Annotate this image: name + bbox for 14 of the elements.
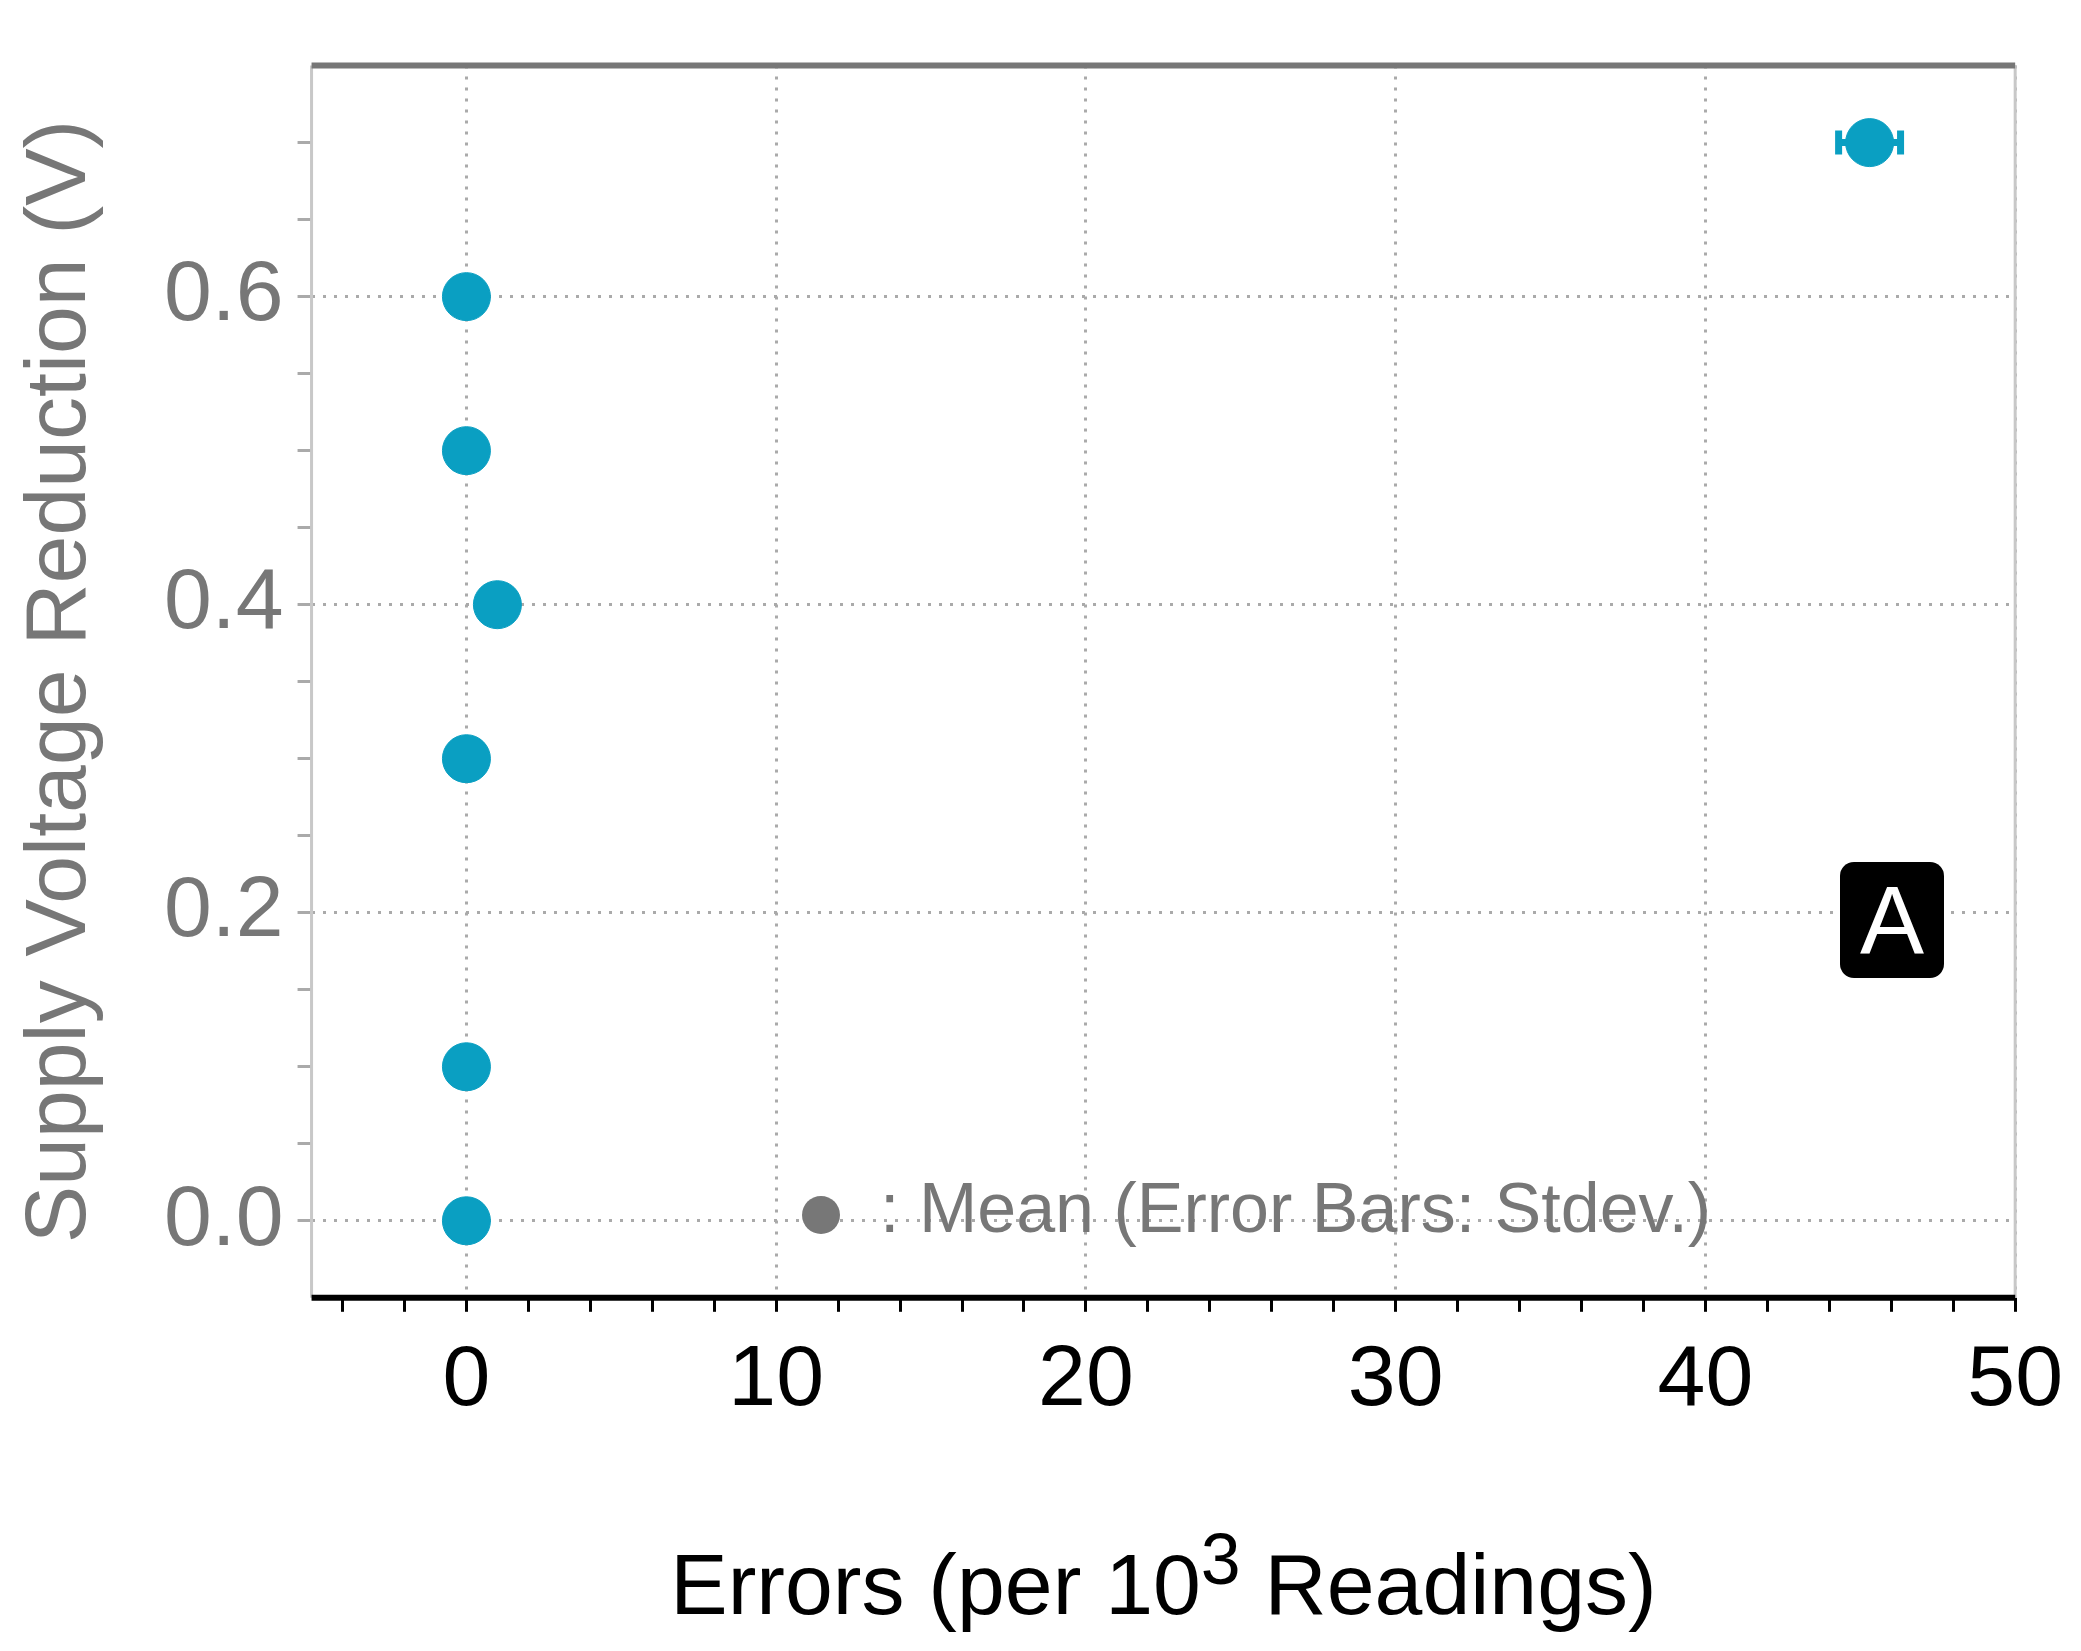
x-tick-label: 0 bbox=[442, 1327, 491, 1424]
y-tick-label: 0.6 bbox=[163, 242, 284, 339]
x-axis-title: Errors (per 10$^{3}$ Readings) bbox=[670, 1519, 1657, 1632]
annotation: : Mean (Error Bars: Stdev.) bbox=[880, 1169, 1712, 1247]
y-axis-title: Supply Voltage Reduction (V) bbox=[5, 119, 104, 1244]
y-tick-label: 0.2 bbox=[163, 858, 284, 955]
annotation: A bbox=[1840, 862, 1945, 978]
y-tick-label: 0.4 bbox=[163, 550, 284, 647]
x-tick-label: 40 bbox=[1657, 1327, 1754, 1424]
x-tick-label: 20 bbox=[1038, 1327, 1134, 1424]
x-tick-label: 10 bbox=[728, 1327, 825, 1424]
y-tick-label: 0.0 bbox=[163, 1166, 284, 1263]
x-tick-label: 50 bbox=[1967, 1327, 2064, 1424]
x-tick-label: 30 bbox=[1347, 1327, 1444, 1424]
